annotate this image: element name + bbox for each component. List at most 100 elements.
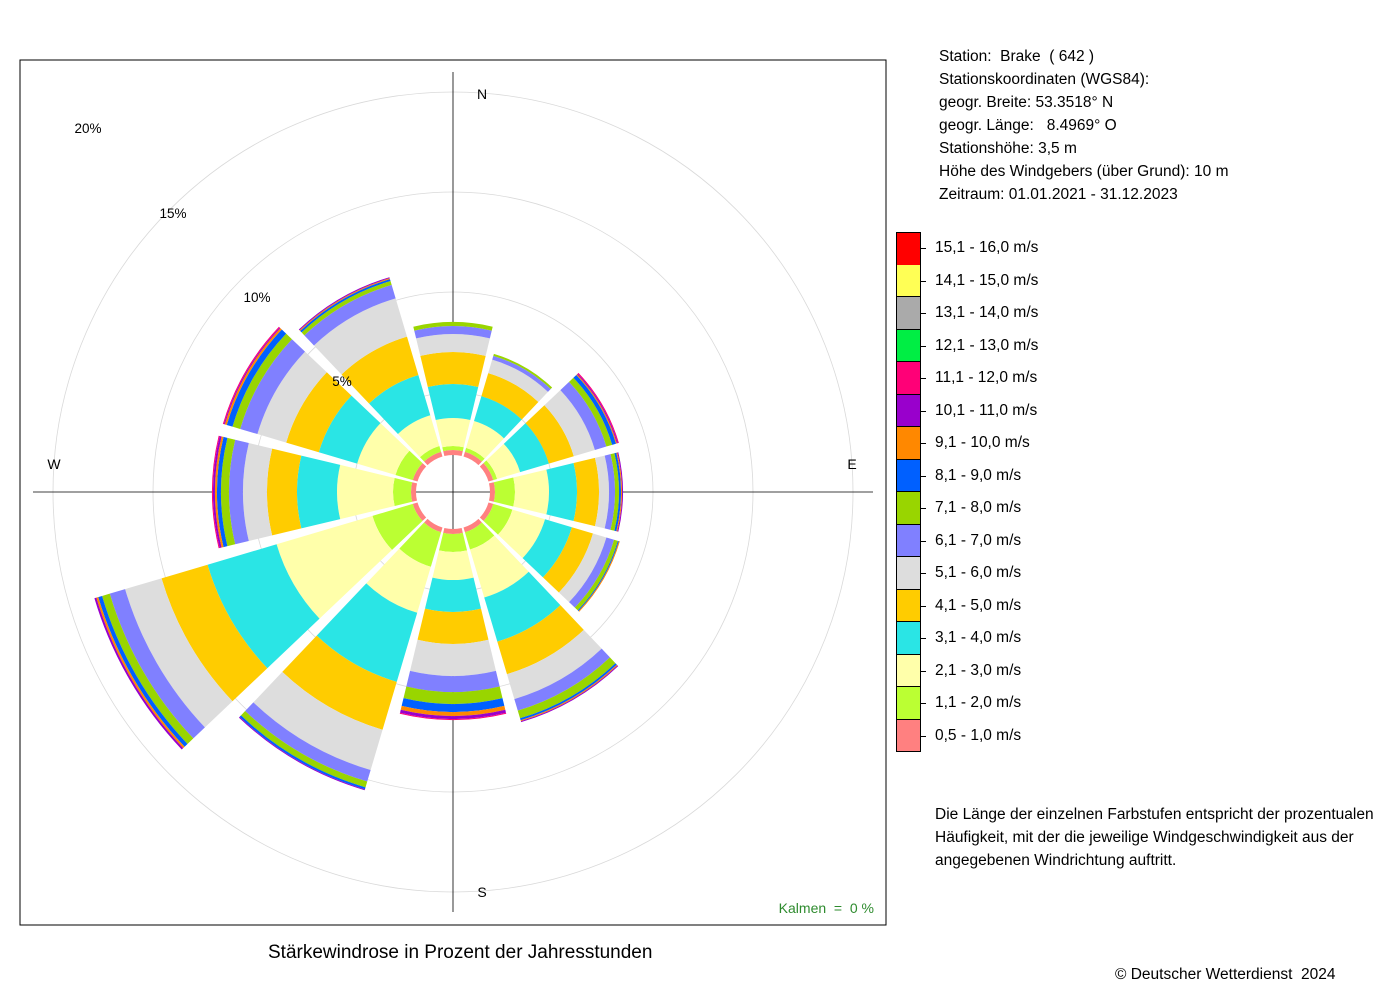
station-longitude: geogr. Länge: 8.4969° O: [939, 117, 1117, 134]
legend-swatch: [896, 524, 921, 557]
legend-swatch: [896, 459, 921, 492]
sector-330°-class-2: [419, 445, 442, 462]
wind-sectors: [94, 277, 623, 791]
sector-150°-class-3: [470, 535, 529, 598]
sector-30°-class-5: [481, 373, 539, 420]
sector-N: [413, 322, 493, 457]
legend-item: 11,1 - 12,0 m/s: [896, 362, 1096, 395]
legend-tick: [920, 378, 926, 379]
legend-tick: [920, 735, 926, 737]
sector-150°-class-7: [514, 648, 610, 711]
station-elevation: Stationshöhe: 3,5 m: [939, 140, 1077, 157]
sector-120°-class-3: [497, 509, 546, 559]
legend-item: 6,1 - 7,0 m/s: [896, 524, 1096, 557]
sector-120°-class-6: [558, 533, 607, 603]
legend-swatch: [896, 264, 921, 297]
sector-210°-class-7: [245, 702, 371, 782]
legend-swatch: [896, 654, 921, 687]
ring-label-15: 15%: [159, 206, 186, 221]
legend-label: 7,1 - 8,0 m/s: [935, 499, 1022, 516]
sector-330°-class-3: [397, 415, 440, 458]
sector-S-class-4: [424, 577, 482, 612]
legend-swatch: [896, 589, 921, 622]
sector-150°-class-8: [517, 657, 616, 719]
legend-swatch: [896, 622, 921, 655]
sector-E: [488, 452, 623, 532]
legend-label: 12,1 - 13,0 m/s: [935, 336, 1039, 354]
legend-swatch: [896, 362, 921, 395]
sector-210°-class-6: [253, 671, 383, 771]
legend-swatch: [896, 297, 921, 330]
sector-W-class-3: [337, 464, 395, 520]
sector-N-class-3: [435, 417, 471, 448]
sector-150°-class-6: [506, 629, 602, 700]
sector-30°-class-8: [493, 353, 553, 389]
legend-tick: [920, 573, 926, 574]
sector-W-class-5: [267, 448, 302, 536]
sector-W-class-9: [217, 436, 228, 548]
legend-swatch: [896, 687, 921, 720]
sector-300°: [222, 326, 427, 482]
chart-labels: N E S W 5% 10% 15% 20% Kalmen = 0 %: [47, 86, 874, 916]
compass-label-s: S: [477, 884, 486, 900]
sector-60°-class-8: [569, 377, 613, 447]
sector-300°-class-2: [395, 450, 423, 481]
legend-item: 10,1 - 11,0 m/s: [896, 394, 1096, 427]
sector-S-class-6: [410, 639, 496, 677]
legend-label: 8,1 - 9,0 m/s: [935, 466, 1022, 484]
station-name: Station: Brake ( 642 ): [939, 48, 1095, 65]
sector-60°-class-3: [486, 443, 521, 479]
sector-S-class-7: [406, 670, 500, 692]
sector-300°-class-1: [412, 463, 427, 482]
legend-swatch: [896, 492, 921, 525]
legend-item: 5,1 - 6,0 m/s: [896, 557, 1096, 590]
legend-tick: [920, 248, 926, 249]
legend-item: 12,1 - 13,0 m/s: [896, 329, 1096, 362]
sector-S-class-2: [438, 532, 468, 552]
sector-330°: [298, 277, 443, 466]
legend-label: 13,1 - 14,0 m/s: [935, 304, 1039, 321]
sector-210°-class-1: [424, 518, 443, 533]
legend-swatch: [896, 232, 921, 266]
legend-item: 14,1 - 15,0 m/s: [896, 264, 1096, 297]
sector-150°: [463, 518, 619, 723]
sector-120°-class-1: [479, 502, 494, 521]
compass-axes: [33, 72, 873, 912]
chart-title: Stärkewindrose in Prozent der Jahresstun…: [268, 942, 653, 963]
legend-label: 3,1 - 4,0 m/s: [935, 629, 1022, 646]
sector-120°: [479, 502, 620, 612]
sector-S-class-5: [417, 608, 489, 644]
ring-label-10: 10%: [243, 290, 270, 305]
sector-330°-class-8: [301, 281, 392, 336]
sector-E-class-3: [513, 469, 550, 515]
sector-60°-class-4: [503, 423, 549, 473]
time-period: Zeitraum: 01.01.2021 - 31.12.2023: [939, 186, 1178, 203]
sector-S-class-1: [443, 527, 463, 534]
sector-N-class-2: [442, 445, 464, 452]
legend-item: 15,1 - 16,0 m/s: [896, 232, 1096, 266]
sector-60°-class-2: [483, 460, 498, 481]
sector-S-class-12: [399, 712, 507, 721]
sector-E-class-7: [604, 454, 615, 530]
sector-30°-class-1: [463, 451, 482, 466]
sector-30°-class-3: [466, 421, 504, 459]
sector-S-class-8: [403, 686, 503, 704]
legend-tick: [920, 313, 926, 314]
sector-60°-class-9: [573, 374, 616, 445]
sector-W-class-11: [212, 435, 222, 549]
legend-label: 10,1 - 11,0 m/s: [935, 401, 1038, 419]
sector-W-class-8: [220, 437, 236, 547]
legend-item: 13,1 - 14,0 m/s: [896, 297, 1096, 330]
sector-E-class-9: [614, 452, 622, 532]
station-info: Station: Brake ( 642 ) Stationskoordinat…: [939, 45, 1228, 206]
sector-300°-class-4: [318, 395, 381, 464]
sector-120°-class-5: [542, 527, 593, 593]
calm-label: Kalmen = 0 %: [779, 900, 874, 916]
sector-60°-class-7: [560, 381, 607, 450]
sector-240°-class-2: [372, 503, 423, 550]
legend-tick: [920, 280, 926, 282]
sector-N-class-7: [414, 326, 492, 339]
sector-210°-class-5: [282, 635, 397, 730]
sector-W-class-1: [411, 482, 418, 502]
legend-label: 6,1 - 7,0 m/s: [935, 531, 1022, 549]
